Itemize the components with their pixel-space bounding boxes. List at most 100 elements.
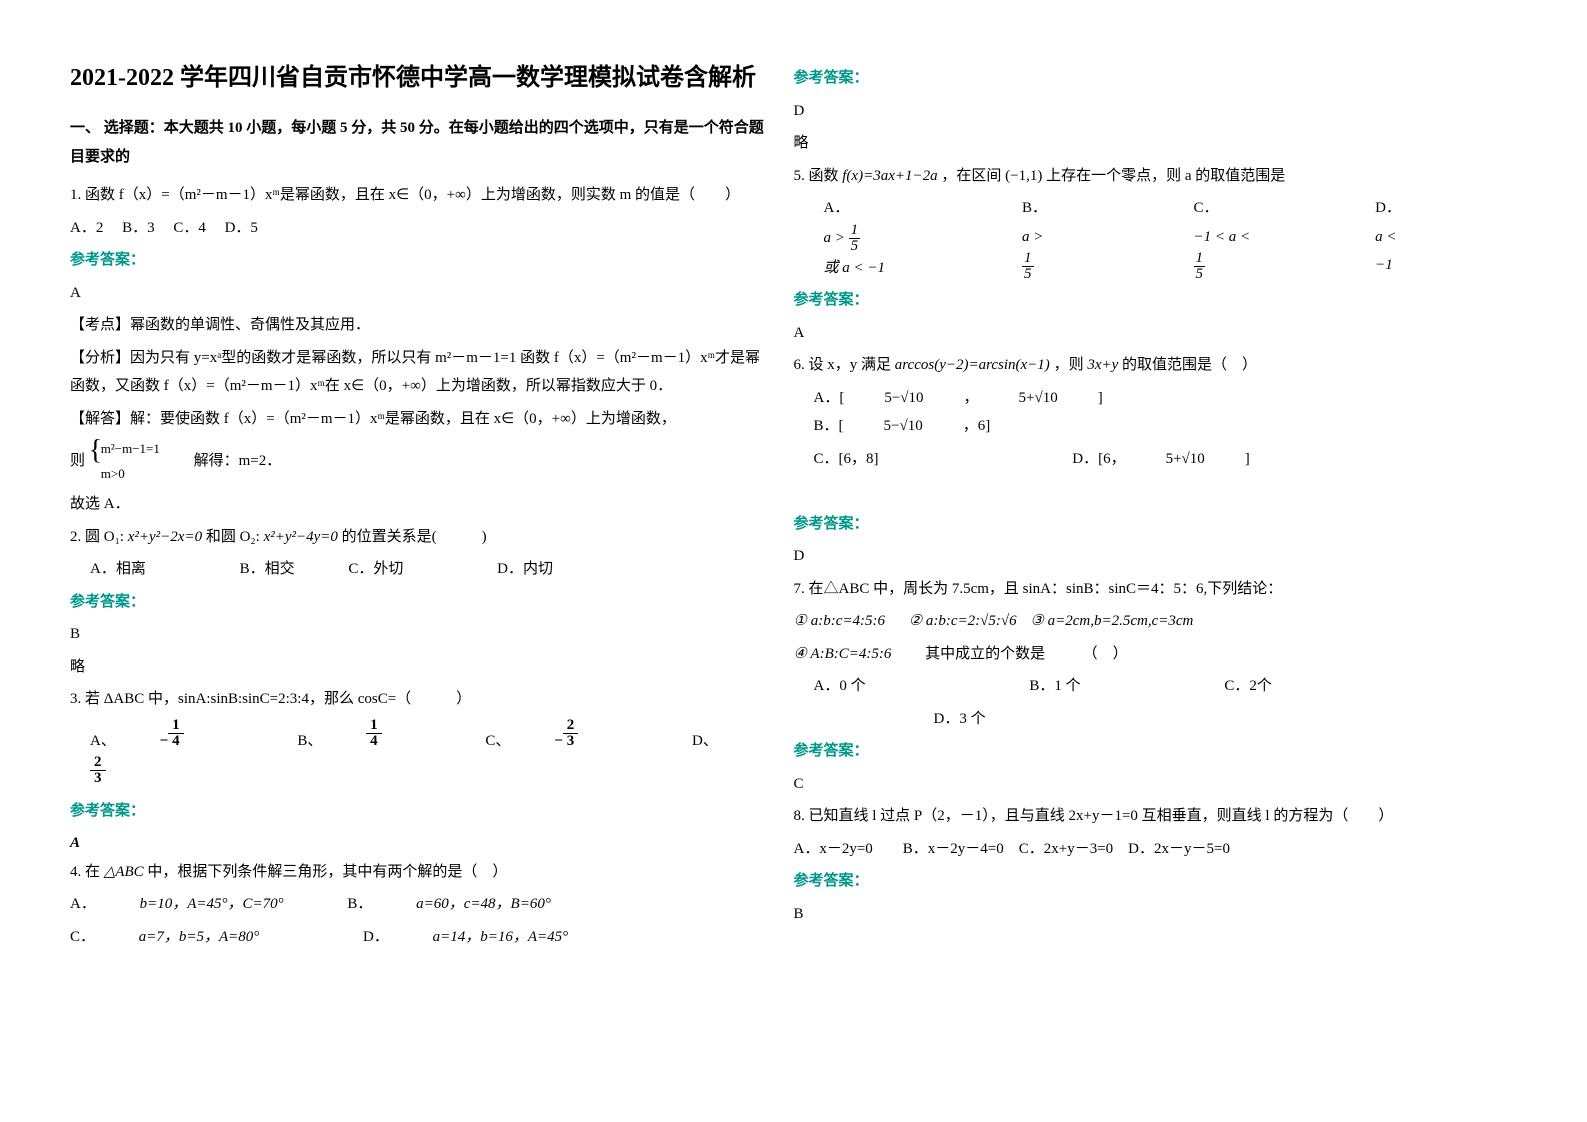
q7-answer-label: 参考答案： bbox=[794, 737, 1498, 766]
q1-options: A．2 B．3 C．4 D．5 bbox=[70, 214, 774, 243]
q6-answer-label: 参考答案： bbox=[794, 510, 1498, 539]
q7-s4: ④ A:B:C=4:5:6 bbox=[794, 646, 892, 662]
q1-eq-post: 解得：m=2． bbox=[164, 453, 282, 469]
q4-text-a: 4. 在 bbox=[70, 864, 100, 880]
q4-answer: D bbox=[794, 97, 1498, 126]
q4-opt-b: a=60，c=48，B=60° bbox=[416, 890, 551, 919]
document-title: 2021-2022 学年四川省自贡市怀德中学高一数学理模拟试卷含解析 bbox=[70, 60, 774, 96]
q6-opt-d: D．[6，5+√10] bbox=[1072, 445, 1290, 474]
q1-text: 1. 函数 f（x）=（m²－m－1）xᵐ是幂函数，且在 x∈（0，+∞）上为增… bbox=[70, 181, 774, 210]
q1-eq-top: m²−m−1=1 bbox=[101, 437, 160, 462]
q1-eq-prefix: 则 bbox=[70, 453, 85, 469]
q1-kaodian: 【考点】幂函数的单调性、奇偶性及其应用． bbox=[70, 311, 774, 340]
q6-text-a: 6. 设 x，y 满足 bbox=[794, 357, 892, 373]
q8-answer: B bbox=[794, 900, 1498, 929]
q8-answer-label: 参考答案： bbox=[794, 867, 1498, 896]
q7-s2: ② a:b:c=2:√5:√6 bbox=[909, 613, 1017, 629]
q5-options: A．a > 15 或 a < −1 B．a > 15 C．−1 < a < 15… bbox=[794, 194, 1498, 282]
q5-interval: (−1,1) bbox=[1005, 168, 1042, 184]
q4-row1: A． b=10，A=45°，C=70° B． a=60，c=48，B=60° bbox=[70, 890, 774, 919]
q6-opt-b: B．[5−√10，6] bbox=[814, 412, 1031, 441]
q3-opt-d-pre: D、 bbox=[692, 727, 718, 756]
q3-text: 3. 若 ΔABC 中，sinA:sinB:sinC=2:3:4，那么 cosC… bbox=[70, 685, 774, 714]
q1-equation-system: 则 { m²−m−1=1 m>0 解得：m=2． bbox=[70, 437, 774, 486]
q5-opt-a-pre: A． bbox=[824, 194, 850, 223]
q6-text-b: ，则 bbox=[1054, 357, 1084, 373]
q6-opt-c: C．[6，8] bbox=[814, 445, 879, 474]
q1-answer-label: 参考答案： bbox=[70, 246, 774, 275]
q3-opt-a-pre: A、 bbox=[90, 727, 116, 756]
q2-opt-d: D．内切 bbox=[497, 555, 553, 584]
q2-opt-b: B．相交 bbox=[240, 555, 295, 584]
q7-tail: 其中成立的个数是 （ ） bbox=[895, 646, 1128, 662]
q5-text-a: 5. 函数 bbox=[794, 168, 839, 184]
q4-answer-label: 参考答案： bbox=[794, 64, 1498, 93]
q2-options: A．相离 B．相交 C．外切 D．内切 bbox=[90, 555, 774, 584]
q2-text: 2. 圆 O₁: x²+y²−2x=0 和圆 O₂: x²+y²−4y=0 的位… bbox=[70, 523, 774, 552]
q4-opt-a: b=10，A=45°，C=70° bbox=[140, 890, 284, 919]
q4-lve: 略 bbox=[794, 129, 1498, 158]
q5-fx: f(x)=3ax+1−2a bbox=[842, 168, 937, 184]
q7-options-2: D．3 个 bbox=[934, 705, 1498, 734]
q2-text-c: 的位置关系是( ) bbox=[342, 529, 487, 545]
q7-opt-c: C．2个 bbox=[1224, 672, 1272, 701]
q5-text-c: 上存在一个零点，则 a 的取值范围是 bbox=[1046, 168, 1285, 184]
q8-text: 8. 已知直线 l 过点 P（2，－1），且与直线 2x+y－1=0 互相垂直，… bbox=[794, 802, 1498, 831]
q2-text-b: 和圆 O₂: bbox=[206, 529, 260, 545]
q3-answer-label: 参考答案： bbox=[70, 797, 774, 826]
q4-opt-c-pre: C． bbox=[70, 923, 95, 952]
q4-opt-b-pre: B． bbox=[347, 890, 372, 919]
q4-opt-d: a=14，b=16，A=45° bbox=[433, 923, 569, 952]
section-1-heading: 一、 选择题：本大题共 10 小题，每小题 5 分，共 50 分。在每小题给出的… bbox=[70, 114, 774, 171]
q7-text: 7. 在△ABC 中，周长为 7.5cm，且 sinA：sinB：sinC＝4：… bbox=[794, 575, 1498, 604]
q2-answer: B bbox=[70, 620, 774, 649]
q5-opt-d: a < −1 bbox=[1375, 223, 1417, 280]
q4-text: 4. 在 △ABC 中，根据下列条件解三角形，其中有两个解的是（ ） bbox=[70, 858, 774, 887]
q6-row1: A．[5−√10，5+√10] B．[5−√10，6] bbox=[814, 384, 1498, 441]
q6-expr: 3x+y bbox=[1087, 357, 1118, 373]
q4-triangle: △ABC bbox=[104, 864, 144, 880]
q7-opt-a: A．0 个 bbox=[814, 672, 866, 701]
right-column: 参考答案： D 略 5. 函数 f(x)=3ax+1−2a ，在区间 (−1,1… bbox=[794, 60, 1518, 955]
q6-text-c: 的取值范围是（ ） bbox=[1122, 357, 1257, 373]
q3-options: A、 −14 B、 14 C、 −23 D、 23 bbox=[90, 718, 774, 793]
q4-row2: C． a=7，b=5，A=80° D． a=14，b=16，A=45° bbox=[70, 923, 774, 952]
q6-opt-a: A．[5−√10，5+√10] bbox=[814, 384, 1143, 413]
page-root: 2021-2022 学年四川省自贡市怀德中学高一数学理模拟试卷含解析 一、 选择… bbox=[0, 0, 1587, 1015]
q6-eq: arccos(y−2)=arcsin(x−1) bbox=[895, 357, 1050, 373]
q5-answer-label: 参考答案： bbox=[794, 286, 1498, 315]
q2-answer-label: 参考答案： bbox=[70, 588, 774, 617]
q1-fenxi: 【分析】因为只有 y=xᵃ型的函数才是幂函数，所以只有 m²－m－1=1 函数 … bbox=[70, 344, 774, 401]
q3-opt-b-pre: B、 bbox=[297, 727, 322, 756]
q1-eq-bot: m>0 bbox=[101, 462, 160, 487]
q4-opt-a-pre: A． bbox=[70, 890, 96, 919]
q7-opt-b: B．1 个 bbox=[1029, 672, 1080, 701]
q7-options: A．0 个 B．1 个 C．2个 bbox=[814, 672, 1498, 701]
q6-answer: D bbox=[794, 542, 1498, 571]
q2-lve: 略 bbox=[70, 653, 774, 682]
q6-text: 6. 设 x，y 满足 arccos(y−2)=arcsin(x−1) ，则 3… bbox=[794, 351, 1498, 380]
q5-answer: A bbox=[794, 319, 1498, 348]
q4-opt-d-pre: D． bbox=[363, 923, 389, 952]
q2-opt-c: C．外切 bbox=[348, 555, 403, 584]
q3-answer: A bbox=[70, 829, 774, 858]
q7-answer: C bbox=[794, 770, 1498, 799]
q7-statements-1: ① a:b:c=4:5:6 ② a:b:c=2:√5:√6 ③ a=2cm,b=… bbox=[794, 607, 1498, 636]
q7-s1: ① a:b:c=4:5:6 bbox=[794, 613, 885, 629]
q2-text-a: 2. 圆 O₁: bbox=[70, 529, 124, 545]
q5-opt-c-pre: C． bbox=[1194, 194, 1219, 223]
left-column: 2021-2022 学年四川省自贡市怀德中学高一数学理模拟试卷含解析 一、 选择… bbox=[70, 60, 794, 955]
q2-eq2: x²+y²−4y=0 bbox=[264, 529, 338, 545]
q5-text: 5. 函数 f(x)=3ax+1−2a ，在区间 (−1,1) 上存在一个零点，… bbox=[794, 162, 1498, 191]
q7-s3: ③ a=2cm,b=2.5cm,c=3cm bbox=[1030, 613, 1193, 629]
q5-opt-b-pre: B． bbox=[1022, 194, 1047, 223]
q1-jieda: 【解答】解：要使函数 f（x）=（m²－m－1）xᵐ是幂函数，且在 x∈（0，+… bbox=[70, 405, 774, 434]
q2-eq1: x²+y²−2x=0 bbox=[128, 529, 202, 545]
q4-text-b: 中，根据下列条件解三角形，其中有两个解的是（ ） bbox=[147, 864, 507, 880]
q5-text-b: ，在区间 bbox=[941, 168, 1001, 184]
q7-statements-2: ④ A:B:C=4:5:6 其中成立的个数是 （ ） bbox=[794, 640, 1498, 669]
q1-conclusion: 故选 A． bbox=[70, 490, 774, 519]
q4-opt-c: a=7，b=5，A=80° bbox=[139, 923, 260, 952]
q2-opt-a: A．相离 bbox=[90, 555, 146, 584]
q1-answer: A bbox=[70, 279, 774, 308]
